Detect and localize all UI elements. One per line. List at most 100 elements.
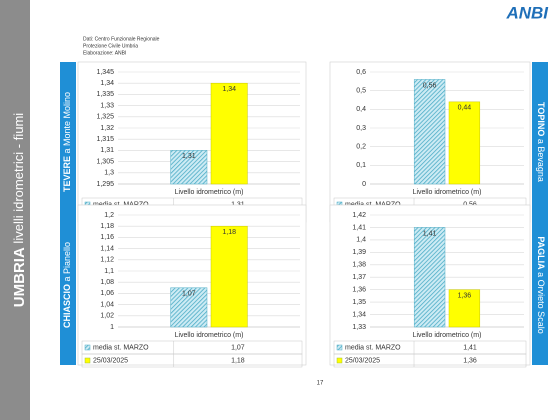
table-value: 1,41 (463, 344, 477, 351)
bar (210, 225, 248, 328)
bar (413, 227, 446, 328)
river-band (532, 205, 548, 365)
table-value: 1,07 (231, 344, 245, 351)
legend-label: 25/03/2025 (345, 357, 380, 364)
river-location: a Orvieto Scalo (536, 272, 546, 334)
legend-label: media st. MARZO (93, 344, 149, 351)
y-tick-label: 1,39 (352, 249, 366, 256)
bar (170, 287, 208, 328)
y-tick-label: 1,3 (104, 170, 114, 177)
y-tick-label: 1,31 (100, 147, 114, 154)
data-label: 0,56 (423, 82, 437, 89)
slide-title: UMBRIA livelli idrometrici - fiumi (11, 113, 28, 307)
river-location: a Bevagna (536, 139, 546, 182)
source-line: Dati: Centro Funzionale Regionale (83, 36, 160, 42)
y-tick-label: 1,14 (100, 245, 114, 252)
y-tick-label: 1,295 (96, 181, 114, 188)
legend-swatch (84, 357, 91, 364)
y-tick-label: 1,04 (100, 301, 114, 308)
y-tick-label: 1 (110, 324, 114, 331)
y-tick-label: 1,345 (96, 69, 114, 76)
x-tick-label: Livello idrometrico (m) (413, 332, 482, 339)
river-name: TEVERE (62, 156, 72, 192)
legend-swatch (84, 344, 91, 351)
river-band (532, 62, 548, 222)
river-label: TEVERE a Monte Molino (62, 92, 72, 192)
bar (170, 150, 208, 185)
y-tick-label: 1,4 (356, 237, 366, 244)
bar (413, 79, 446, 185)
y-tick-label: 1,06 (100, 290, 114, 297)
y-tick-label: 1,34 (352, 311, 366, 318)
data-label: 1,36 (458, 293, 472, 300)
river-name: PAGLIA (536, 236, 546, 270)
bar (448, 101, 481, 185)
y-tick-label: 1,335 (96, 91, 114, 98)
river-label: TOPINO a Bevagna (536, 102, 546, 182)
y-tick-label: 1,16 (100, 234, 114, 241)
y-tick-label: 1,35 (352, 299, 366, 306)
y-tick-label: 1,36 (352, 287, 366, 294)
y-tick-label: 0,1 (356, 162, 366, 169)
y-tick-label: 0,5 (356, 88, 366, 95)
river-location: a Pianello (62, 242, 72, 282)
y-tick-label: 1,12 (100, 257, 114, 264)
x-tick-label: Livello idrometrico (m) (175, 189, 244, 196)
river-band (60, 62, 76, 222)
y-tick-label: 1,38 (352, 262, 366, 269)
table-value: 1,36 (463, 357, 477, 364)
table-value: 1,18 (231, 357, 245, 364)
y-tick-label: 1,41 (352, 224, 366, 231)
y-tick-label: 1,37 (352, 274, 366, 281)
table-row (333, 353, 527, 368)
y-tick-label: 1,32 (100, 125, 114, 132)
legend-label: 25/03/2025 (93, 357, 128, 364)
data-label: 1,34 (222, 86, 236, 93)
y-tick-label: 1,33 (100, 102, 114, 109)
y-tick-label: 1,305 (96, 158, 114, 165)
panel (77, 204, 307, 366)
river-label: CHIASCIO a Pianello (62, 242, 72, 328)
y-tick-label: 1,34 (100, 80, 114, 87)
legend-swatch (336, 357, 343, 364)
y-tick-label: 1,33 (352, 324, 366, 331)
bar (210, 82, 248, 185)
y-tick-label: 1,2 (104, 212, 114, 219)
x-tick-label: Livello idrometrico (m) (175, 332, 244, 339)
y-tick-label: 0,2 (356, 144, 366, 151)
river-label: PAGLIA a Orvieto Scalo (536, 236, 546, 333)
y-tick-label: 0 (362, 181, 366, 188)
legend-label: media st. MARZO (345, 344, 401, 351)
data-label: 1,18 (222, 229, 236, 236)
y-tick-label: 1,42 (352, 212, 366, 219)
y-tick-label: 0,3 (356, 125, 366, 132)
data-label: 0,44 (458, 105, 472, 112)
panel (77, 61, 307, 223)
bar (448, 289, 481, 328)
data-label: 1,31 (182, 153, 196, 160)
x-tick-label: Livello idrometrico (m) (413, 189, 482, 196)
title-bold: UMBRIA (11, 247, 28, 307)
table-row (81, 353, 303, 368)
side-band (0, 0, 30, 420)
data-label: 1,41 (423, 230, 437, 237)
y-tick-label: 1,315 (96, 136, 114, 143)
data-label: 1,07 (182, 291, 196, 298)
source-line: Protezione Civile Umbria (83, 43, 138, 49)
y-tick-label: 1,18 (100, 223, 114, 230)
logo: ANBI (505, 3, 549, 22)
legend-swatch (336, 344, 343, 351)
river-band (60, 205, 76, 365)
river-name: CHIASCIO (62, 284, 72, 328)
y-tick-label: 0,6 (356, 69, 366, 76)
y-tick-label: 1,08 (100, 279, 114, 286)
source-line: Elaborazione: ANBI (83, 50, 126, 56)
page-number: 17 (317, 381, 324, 387)
y-tick-label: 0,4 (356, 106, 366, 113)
y-tick-label: 1,1 (104, 268, 114, 275)
title-rest: livelli idrometrici - fiumi (11, 113, 26, 244)
river-location: a Monte Molino (62, 92, 72, 154)
y-tick-label: 1,325 (96, 114, 114, 121)
y-tick-label: 1,02 (100, 313, 114, 320)
